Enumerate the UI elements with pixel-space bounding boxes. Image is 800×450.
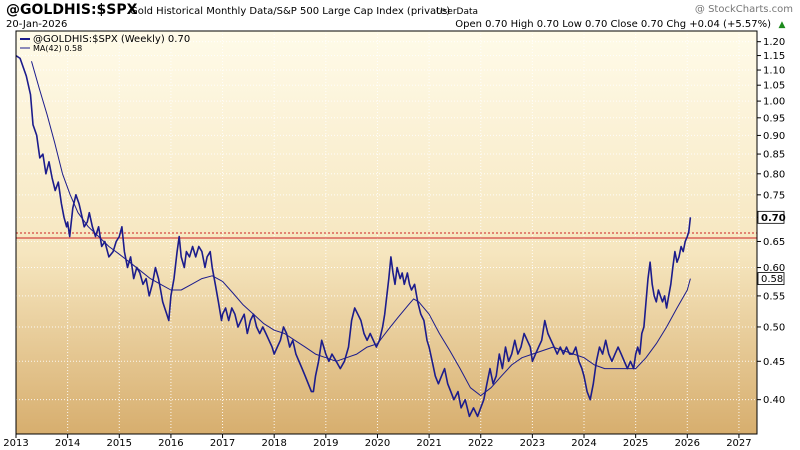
- x-tick-label: 2024: [571, 438, 596, 449]
- x-tick-label: 2017: [210, 438, 235, 449]
- x-tick-label: 2019: [313, 438, 338, 449]
- y-tick-label: 0.45: [763, 357, 785, 368]
- x-tick-label: 2014: [55, 438, 80, 449]
- price-marker-label: 0.70: [761, 213, 786, 224]
- reference-lines: [16, 232, 757, 239]
- ma-series-line: [31, 61, 691, 397]
- x-tick-label: 2018: [261, 438, 286, 449]
- y-tick-label: 0.80: [763, 169, 785, 180]
- stockcharts-watermark: @ StockCharts.com: [695, 4, 793, 15]
- y-tick-label: 0.85: [763, 150, 785, 161]
- y-tick-label: 1.20: [763, 37, 785, 48]
- y-tick-label: 1.15: [763, 51, 785, 62]
- x-tick-label: 2015: [107, 438, 132, 449]
- up-arrow-icon: ▲: [779, 20, 786, 30]
- y-tick-label: 1.05: [763, 81, 785, 92]
- y-tick-label: 1.00: [763, 97, 785, 108]
- source-tag: UserData: [436, 7, 478, 17]
- x-tick-label: 2020: [365, 438, 390, 449]
- ohlc-readout: Open 0.70 High 0.70 Low 0.70 Close 0.70 …: [455, 19, 771, 30]
- x-tick-label: 2025: [623, 438, 648, 449]
- x-tick-label: 2023: [520, 438, 545, 449]
- x-axis: 2013 2014 2015 2016 2017 2018 2019 2020 2021 2022…: [3, 434, 752, 449]
- ma-marker-box: [757, 272, 785, 285]
- ma-marker-label: 0.58: [761, 274, 783, 285]
- y-tick-label: 0.60: [763, 263, 785, 274]
- x-tick-label: 2026: [675, 438, 700, 449]
- plot-area: [16, 31, 757, 434]
- y-tick-label: 1.10: [763, 66, 785, 77]
- x-tick-label: 2022: [468, 438, 493, 449]
- legend: @GOLDHIS:$SPX (Weekly) 0.70 MA(42) 0.58: [20, 34, 190, 53]
- y-tick-label: 0.65: [763, 237, 785, 248]
- plot-frame: [15, 30, 758, 435]
- x-tick-label: 2013: [3, 438, 28, 449]
- chart-symbol: @GOLDHIS:$SPX: [6, 2, 138, 18]
- series-layer: [15, 54, 692, 418]
- x-tick-label: 2021: [416, 438, 441, 449]
- grid: [15, 31, 757, 434]
- y-tick-label: 0.55: [763, 291, 785, 302]
- value-markers: 0.70 0.58: [757, 210, 786, 285]
- y-tick-label: 0.95: [763, 113, 785, 124]
- chart-date: 20-Jan-2026: [6, 19, 67, 30]
- x-tick-label: 2027: [726, 438, 751, 449]
- y-tick-label: 0.75: [763, 190, 785, 201]
- chart-description: Gold Historical Monthly Data/S&P 500 Lar…: [130, 6, 450, 17]
- y-tick-label: 0.90: [763, 131, 785, 142]
- legend-ma-label: MA(42) 0.58: [33, 44, 82, 53]
- y-tick-label: 0.40: [763, 395, 785, 406]
- price-marker-box: [757, 210, 785, 224]
- legend-price-label: @GOLDHIS:$SPX (Weekly) 0.70: [33, 34, 190, 45]
- x-tick-label: 2016: [158, 438, 183, 449]
- y-tick-label: 0.50: [763, 322, 785, 333]
